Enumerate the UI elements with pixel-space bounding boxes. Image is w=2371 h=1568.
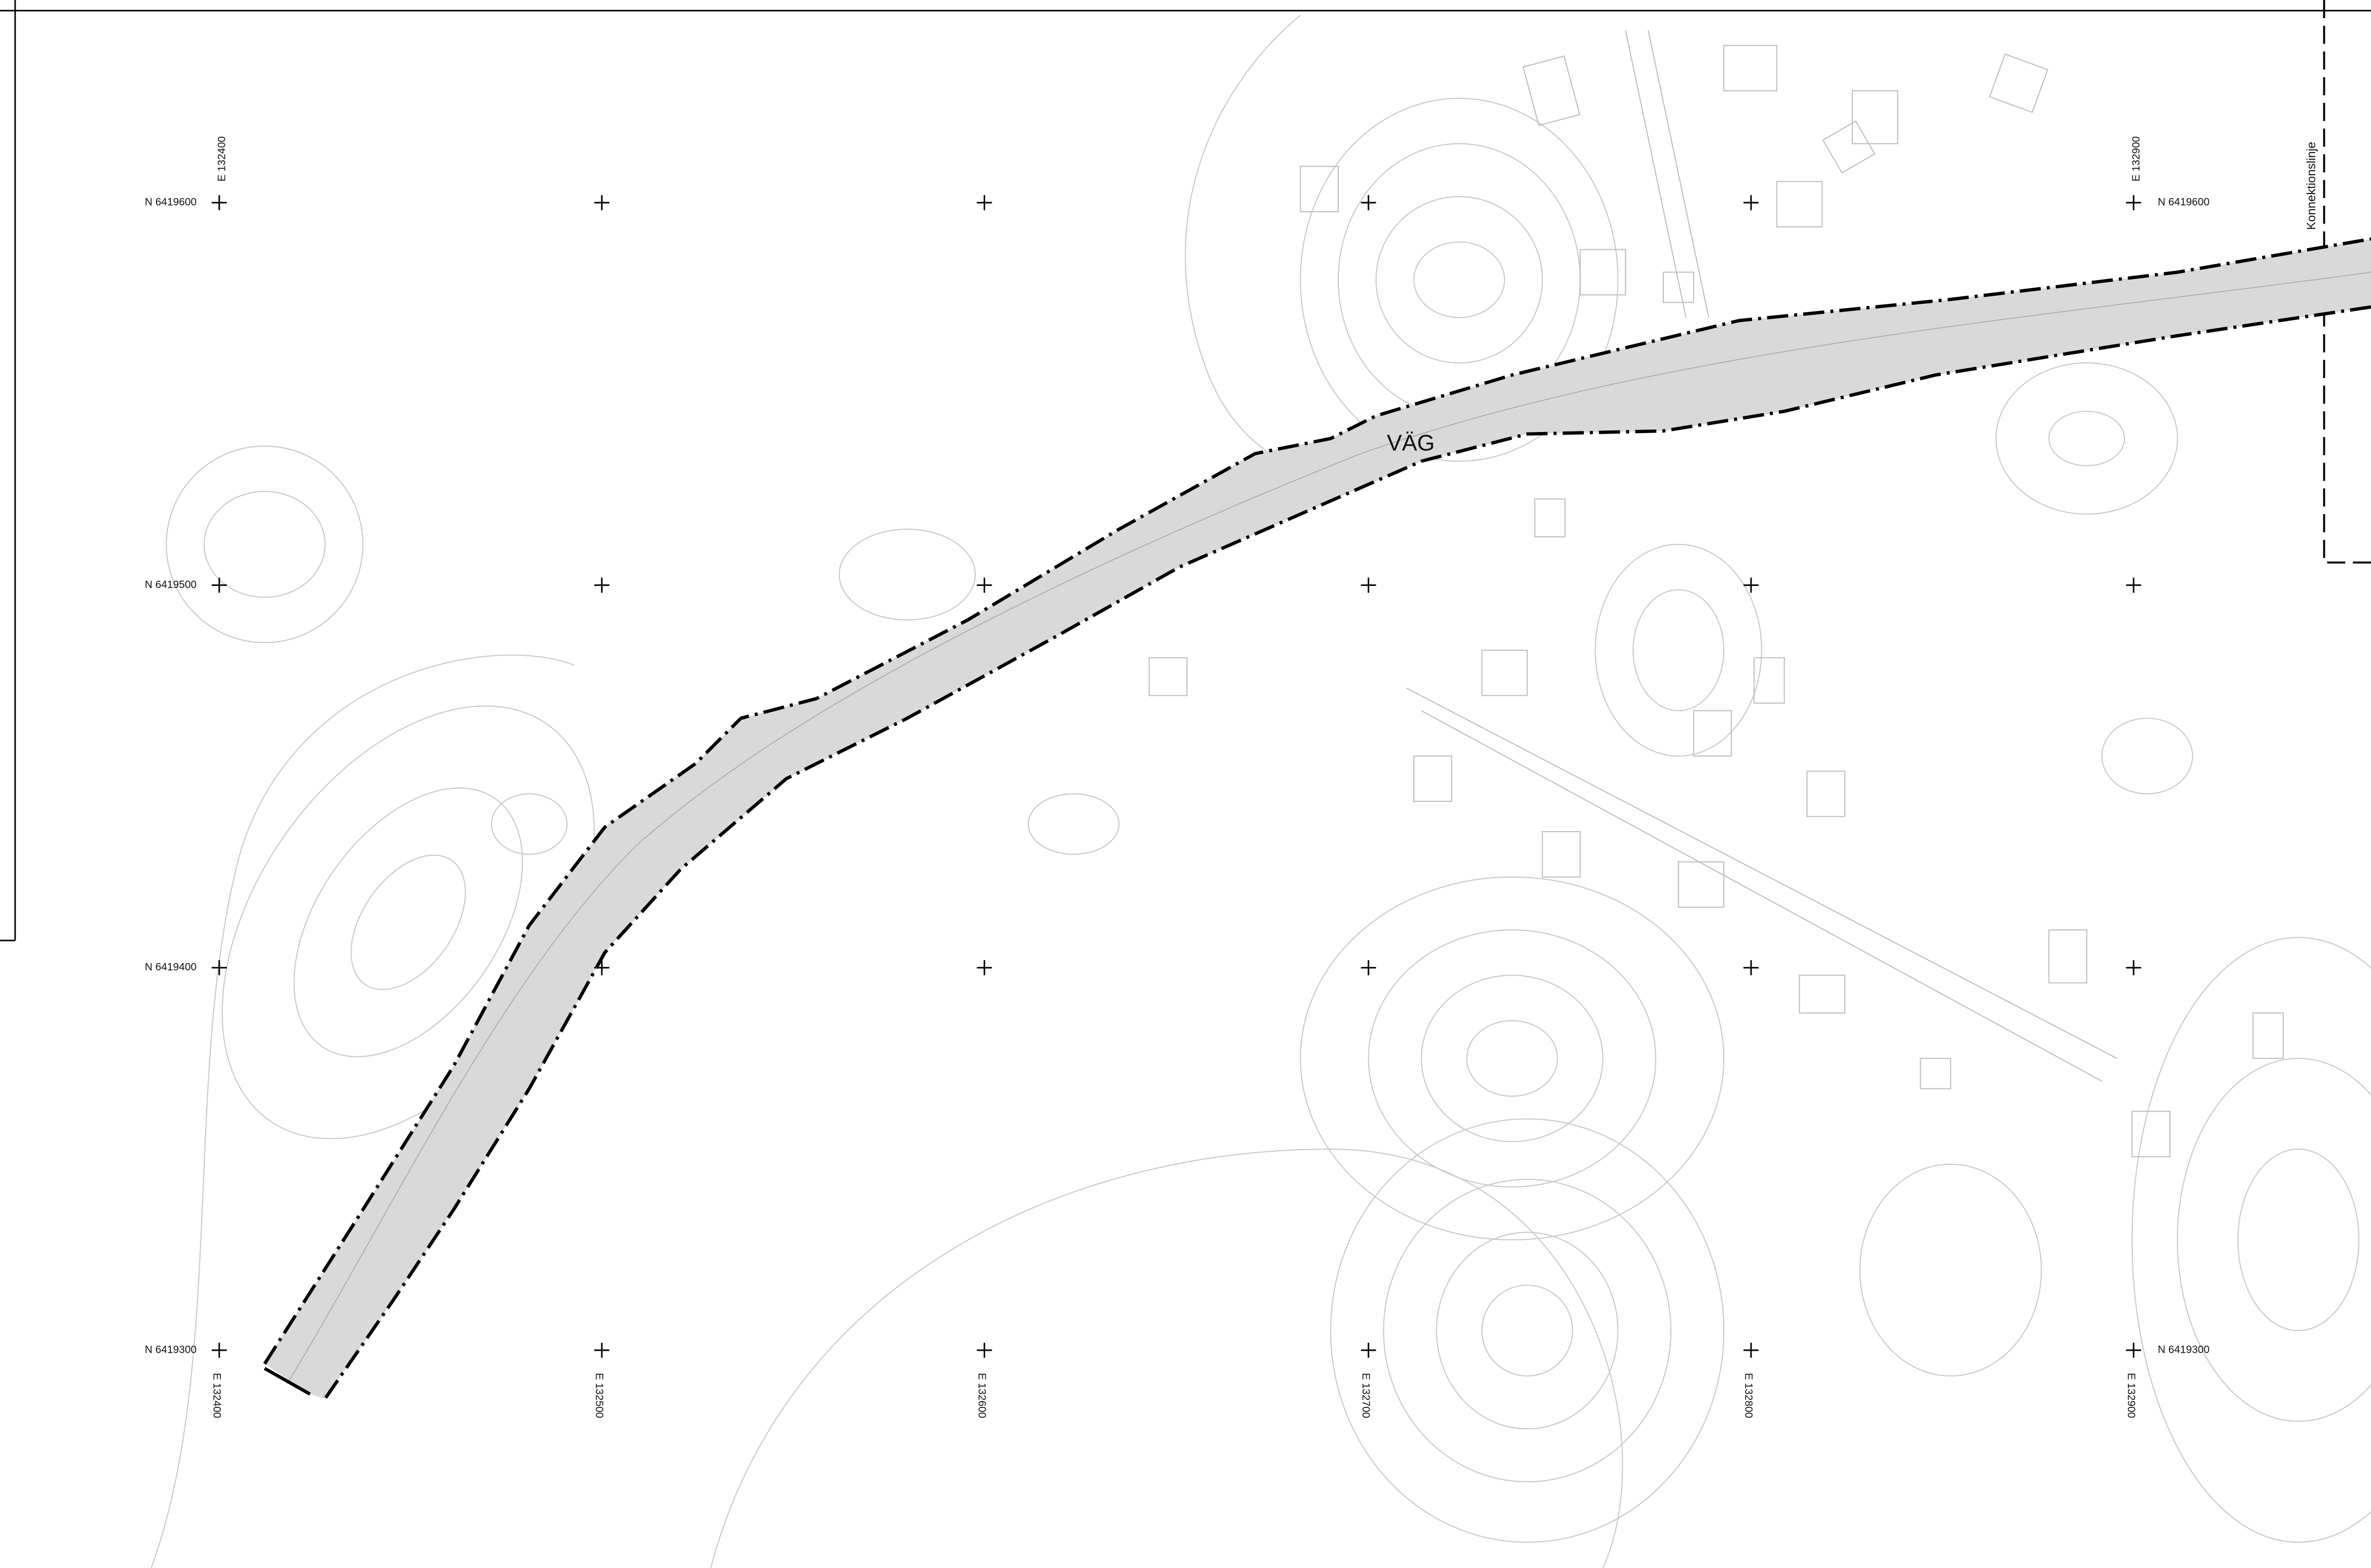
easting-label: E 132900	[2125, 1373, 2137, 1418]
grid-cross	[2126, 195, 2142, 211]
grid-cross	[1361, 577, 1376, 593]
grid-cross	[211, 1343, 227, 1358]
buildings	[1148, 30, 2284, 1157]
grid-cross	[594, 1343, 610, 1358]
easting-label: E 132600	[976, 1373, 988, 1418]
grid-cross	[1743, 577, 1759, 593]
easting-label: E 132700	[1360, 1373, 1372, 1418]
grid-cross	[2126, 577, 2142, 593]
road-boundary	[324, 305, 2371, 1400]
northing-label: N 6419600	[2158, 197, 2209, 208]
contours	[150, 15, 2371, 1568]
grid-cross	[1743, 1343, 1759, 1358]
northing-label: N 6419400	[145, 961, 197, 973]
grid-cross	[211, 960, 227, 975]
grid-cross	[594, 960, 610, 975]
grid-cross	[1743, 960, 1759, 975]
road-label: VÄG	[1387, 430, 1435, 456]
road-boundary	[263, 237, 2371, 1365]
grid-cross	[2126, 1343, 2142, 1358]
northing-label: N 6419300	[2158, 1344, 2209, 1356]
grid-cross	[2126, 960, 2142, 975]
grid-cross	[594, 577, 610, 593]
northing-label: N 6419500	[145, 579, 197, 591]
grid-cross	[977, 1343, 992, 1358]
grid-cross	[977, 960, 992, 975]
grid-cross	[211, 577, 227, 593]
grid-cross	[977, 577, 992, 593]
connection-line-label: Konnektionslinje	[2305, 142, 2318, 230]
road-area	[263, 237, 2371, 1400]
easting-label: E 132400	[211, 1373, 222, 1418]
grid-cross	[977, 195, 992, 211]
coordinate-grid: N 6419600 N 6419600 N 6419500 N 6419400 N 64…	[145, 136, 2209, 1418]
frame	[0, 0, 2371, 942]
northing-label: N 6419600	[145, 197, 197, 208]
grid-cross	[211, 195, 227, 211]
easting-label: E 132900	[2130, 136, 2142, 181]
grid-cross	[1361, 960, 1376, 975]
grid-cross	[1361, 195, 1376, 211]
grid-cross	[1743, 195, 1759, 211]
northing-label: N 6419300	[145, 1344, 197, 1356]
easting-label: E 132800	[1743, 1373, 1755, 1418]
grid-cross	[1361, 1343, 1376, 1358]
grid-cross	[594, 195, 610, 211]
easting-label: E 132500	[594, 1373, 605, 1418]
easting-label: E 132400	[216, 136, 227, 181]
